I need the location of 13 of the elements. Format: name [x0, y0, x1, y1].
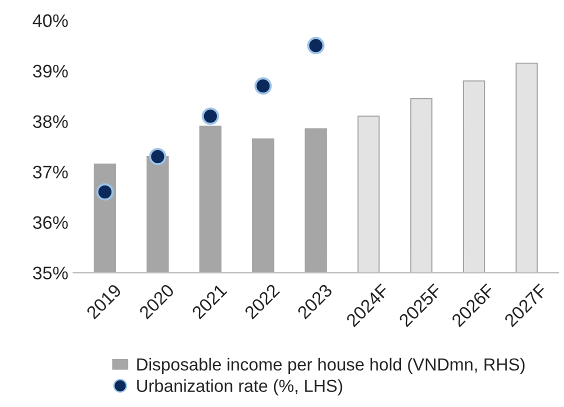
y-tick-label: 37%	[33, 166, 68, 178]
point	[254, 77, 272, 95]
point	[96, 183, 114, 201]
legend-label: Urbanization rate (%, LHS)	[137, 379, 342, 396]
legend-label: Disposable income per house hold (VNDmn, RHS)	[137, 358, 525, 374]
point	[149, 148, 166, 166]
y-tick-label: 35%	[33, 266, 68, 280]
y-tick-label: 40%	[32, 14, 68, 28]
y-tick-label: 36%	[33, 216, 68, 229]
y-tick-label: 38%	[33, 115, 68, 128]
point	[307, 36, 324, 54]
y-tick-label: 39%	[33, 64, 68, 78]
point	[202, 108, 220, 125]
